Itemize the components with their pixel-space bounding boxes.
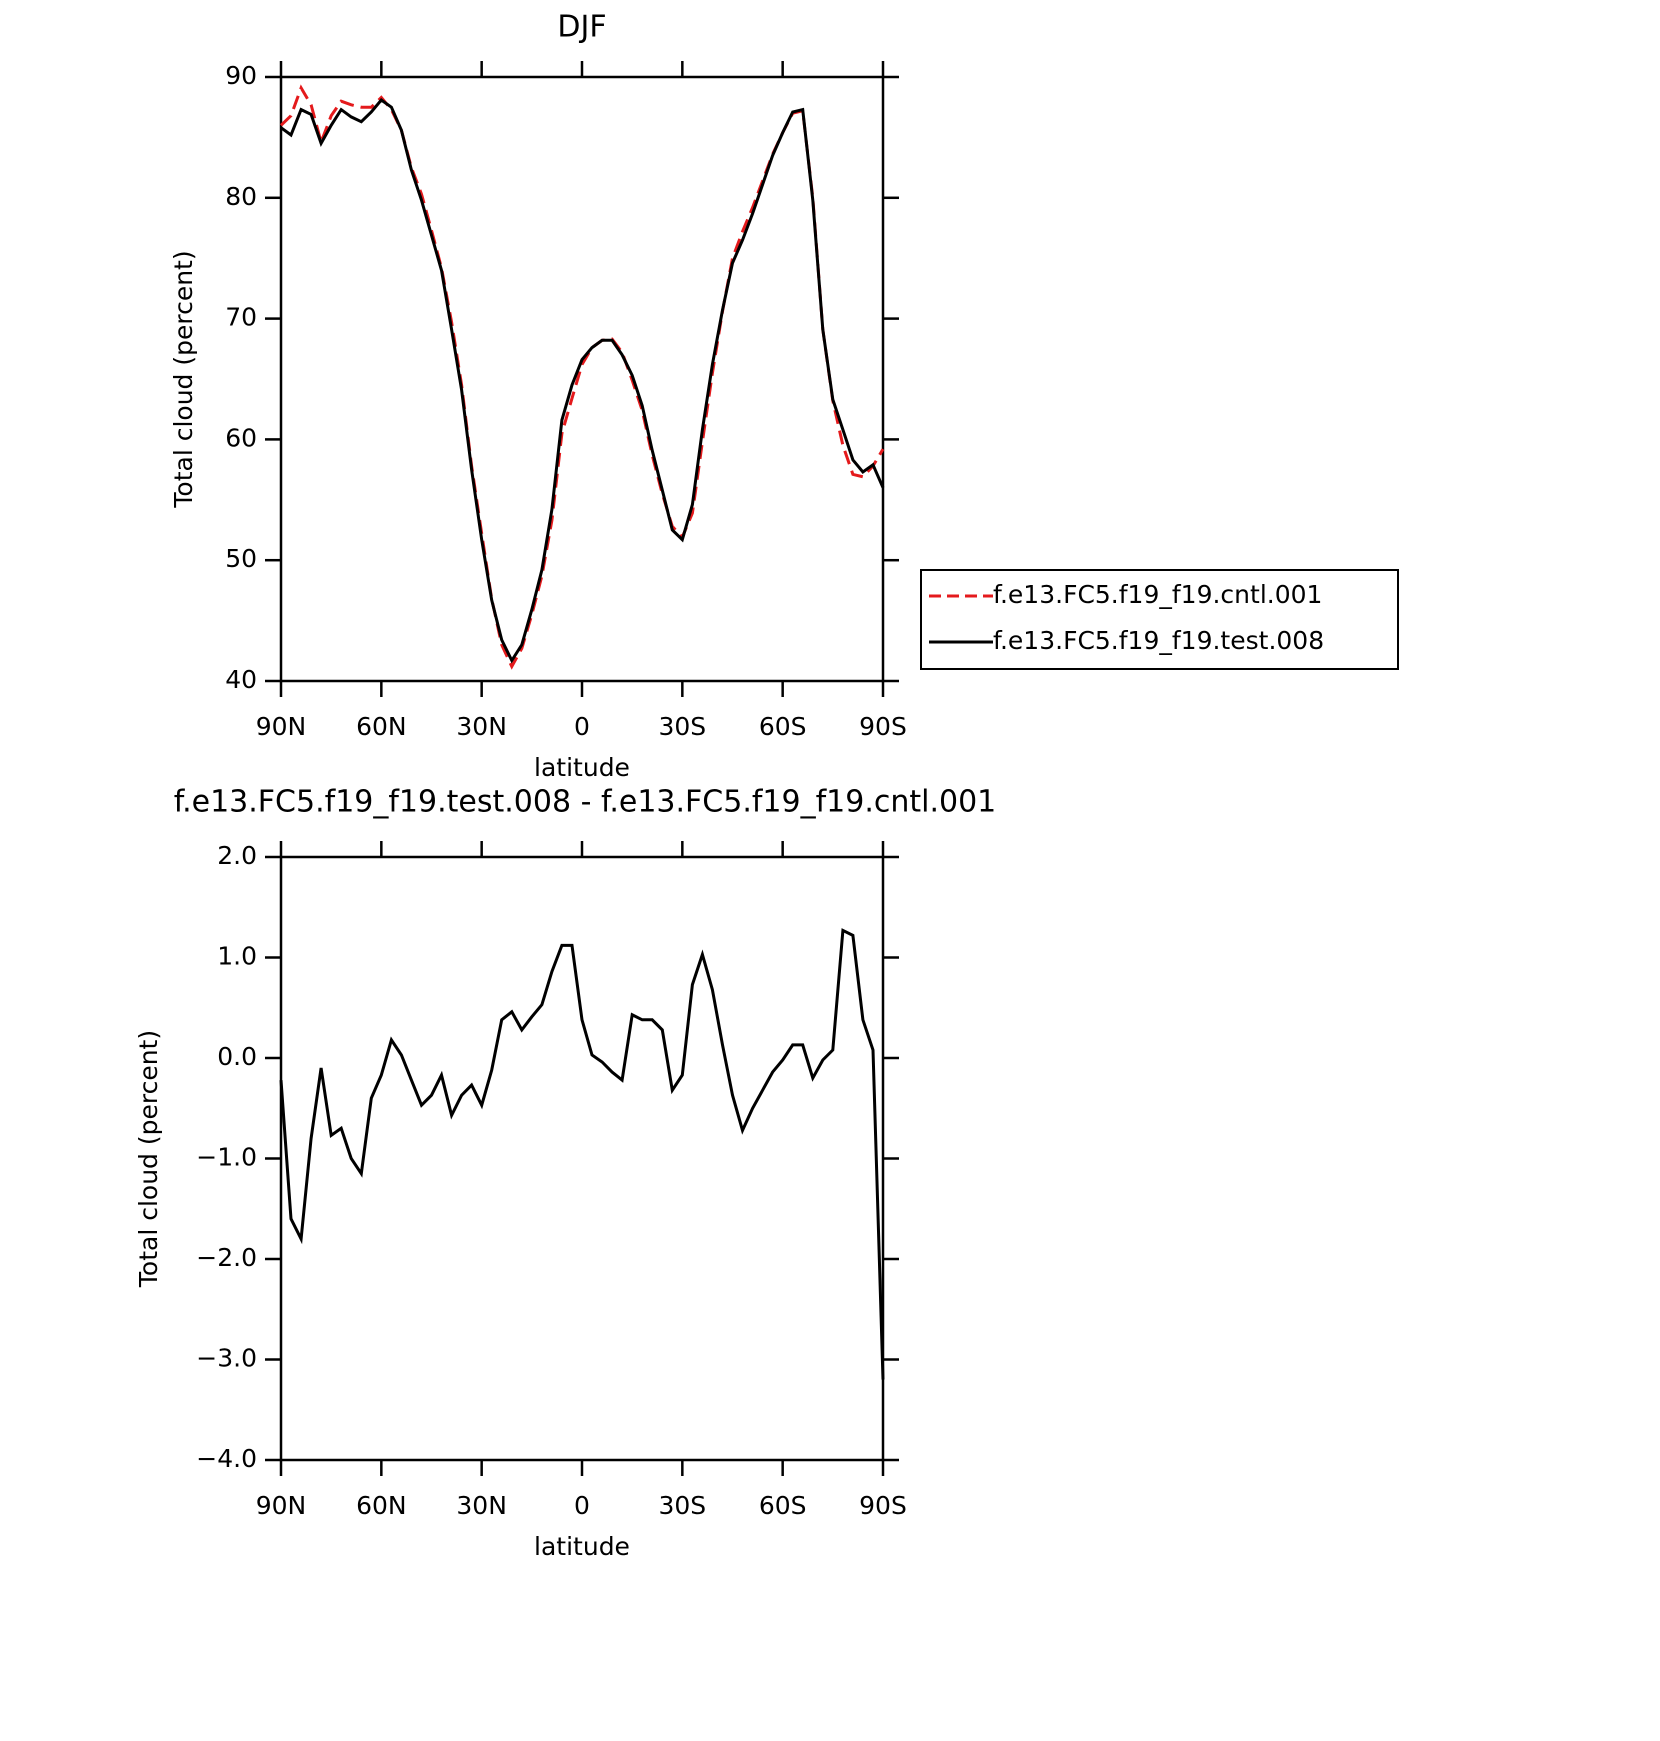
y-axis-label: Total cloud (percent) — [169, 250, 198, 508]
x-tick-label: 30N — [456, 1491, 507, 1520]
y-tick-label: 60 — [225, 423, 257, 452]
x-tick-label: 90S — [859, 712, 907, 741]
y-tick-label: 0.0 — [217, 1042, 257, 1071]
x-tick-label: 60N — [356, 1491, 407, 1520]
legend-box — [920, 569, 1399, 670]
data-line — [280, 97, 885, 664]
y-tick-label: −2.0 — [196, 1243, 257, 1272]
chart-title: f.e13.FC5.f19_f19.test.008 - f.e13.FC5.f… — [174, 785, 997, 820]
x-tick-label: 90S — [859, 1491, 907, 1520]
x-tick-label: 90N — [256, 1491, 307, 1520]
x-tick-label: 0 — [574, 712, 590, 741]
plot-frame — [279, 75, 885, 683]
x-axis-label: latitude — [534, 1532, 630, 1561]
y-tick-label: −1.0 — [196, 1143, 257, 1172]
legend-label: f.e13.FC5.f19_f19.test.008 — [993, 626, 1324, 655]
x-tick-label: 60S — [759, 1491, 807, 1520]
plot-frame — [279, 855, 885, 1462]
x-tick-label: 60N — [356, 712, 407, 741]
y-tick-label: 90 — [225, 61, 257, 90]
x-tick-label: 0 — [574, 1491, 590, 1520]
legend-label: f.e13.FC5.f19_f19.cntl.001 — [993, 580, 1322, 609]
y-tick-label: 40 — [225, 665, 257, 694]
x-tick-label: 90N — [256, 712, 307, 741]
y-tick-label: 50 — [225, 544, 257, 573]
y-tick-label: 2.0 — [217, 841, 257, 870]
y-tick-label: 70 — [225, 303, 257, 332]
data-line — [279, 84, 885, 670]
chart-title: DJF — [557, 10, 606, 45]
x-tick-label: 60S — [759, 712, 807, 741]
x-tick-label: 30S — [658, 712, 706, 741]
y-tick-label: −4.0 — [196, 1444, 257, 1473]
y-tick-label: 1.0 — [217, 942, 257, 971]
x-tick-label: 30S — [658, 1491, 706, 1520]
data-line — [279, 928, 885, 1380]
y-tick-label: 80 — [225, 182, 257, 211]
x-axis-label: latitude — [534, 753, 630, 782]
x-tick-label: 30N — [456, 712, 507, 741]
y-axis-label: Total cloud (percent) — [134, 1030, 163, 1288]
y-tick-label: −3.0 — [196, 1344, 257, 1373]
